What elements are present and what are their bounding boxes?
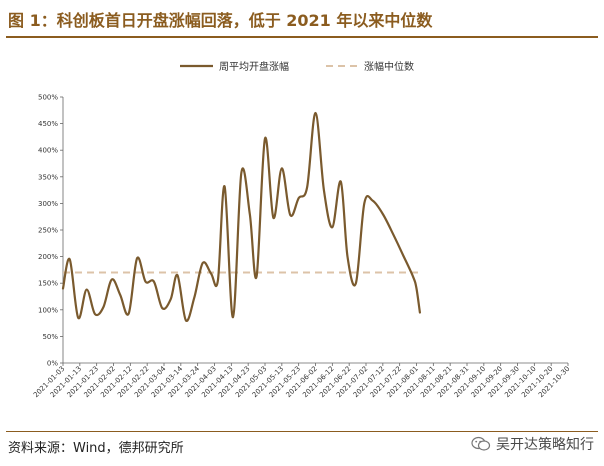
source-note: 资料来源：Wind，德邦研究所	[8, 441, 184, 456]
chart-legend: 周平均开盘涨幅 涨幅中位数	[180, 60, 414, 73]
y-axis: 0% 50% 100% 150% 200% 250% 300% 350% 400% 450% 500…	[38, 94, 64, 368]
title-rule	[6, 36, 598, 38]
y-tick-label: 350%	[38, 173, 58, 181]
y-tick-label: 450%	[38, 120, 58, 128]
y-tick-label: 300%	[38, 200, 58, 208]
line-chart: 周平均开盘涨幅 涨幅中位数 0% 50% 100% 150% 200% 250% 300% 35…	[32, 60, 571, 399]
figure-title: 图 1：科创板首日开盘涨幅回落，低于 2021 年以来中位数	[8, 11, 433, 30]
y-tick-label: 250%	[38, 227, 58, 235]
y-tick-label: 150%	[38, 280, 58, 288]
y-tick-label: 500%	[38, 94, 58, 102]
y-tick-label: 400%	[38, 147, 58, 155]
x-axis: 2021-01-032021-01-132021-01-232021-02-02…	[32, 362, 571, 399]
plot-area	[61, 111, 421, 323]
wechat-icon	[471, 436, 491, 451]
legend-label-median: 涨幅中位数	[364, 60, 414, 73]
y-tick-label: 200%	[38, 253, 58, 261]
y-tick-label: 0%	[47, 360, 58, 368]
y-tick-label: 50%	[42, 333, 58, 341]
series-weekly-avg-line	[61, 111, 421, 323]
watermark-text: 吴开达策略知行	[496, 437, 594, 453]
watermark: 吴开达策略知行	[471, 434, 594, 454]
y-tick-label: 100%	[38, 306, 58, 314]
legend-label-weekly-avg: 周平均开盘涨幅	[219, 60, 289, 73]
footer-rule	[6, 431, 598, 432]
